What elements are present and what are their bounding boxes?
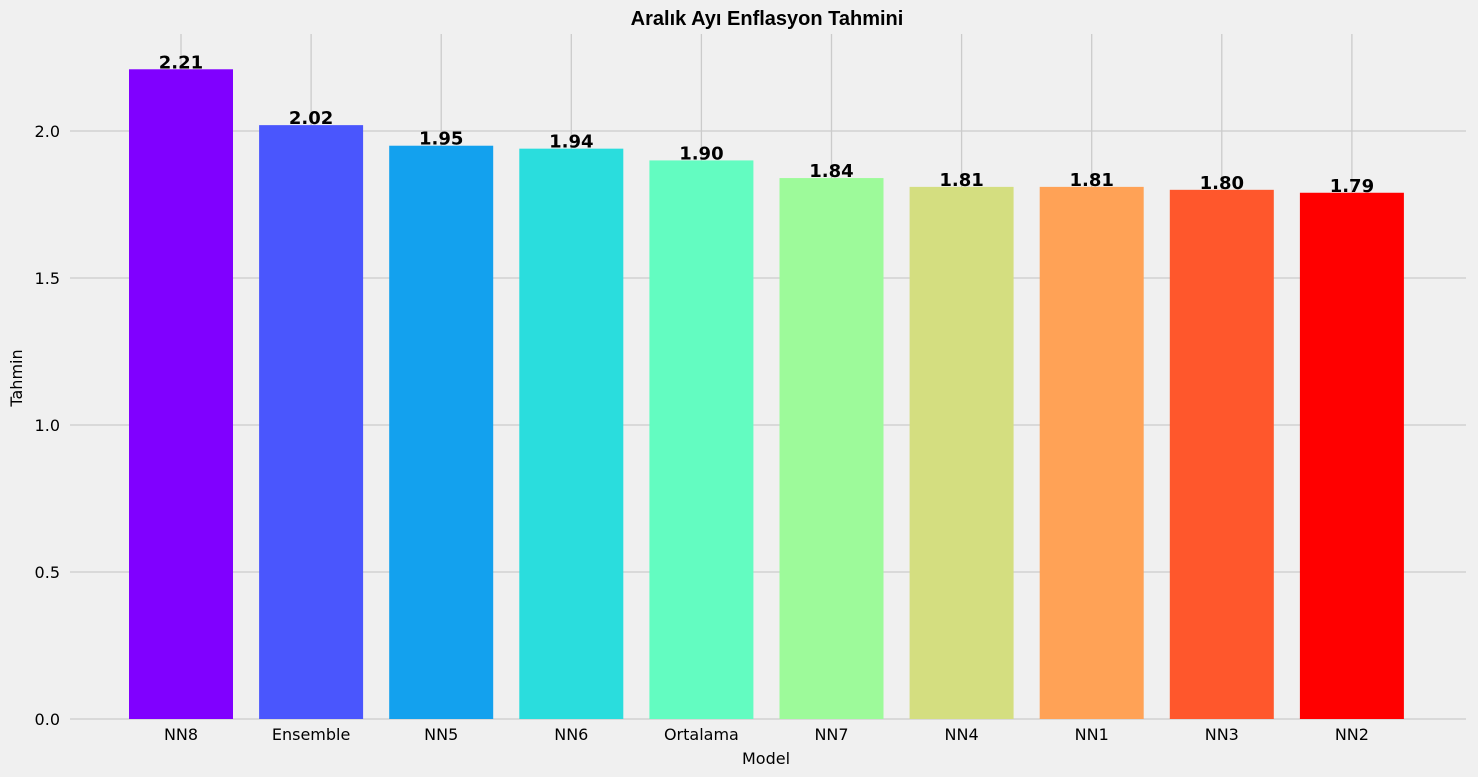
bar	[649, 160, 754, 719]
data-label-layer: 2.21 2.02 1.95 1.94 1.90 1.84 1.81 1.81 1.80 1.79	[159, 52, 1374, 196]
x-tick-label: NN8	[164, 725, 198, 744]
bar	[909, 186, 1014, 719]
bar	[519, 148, 624, 720]
y-tick-label: 1.5	[35, 269, 60, 288]
chart-title: Aralık Ayı Enflasyon Tahmini	[631, 8, 904, 30]
x-axis-label: Model	[742, 749, 790, 768]
bar	[1169, 189, 1274, 720]
bar	[129, 69, 233, 719]
data-label: 1.80	[1200, 173, 1244, 194]
x-tick-label: Ensemble	[272, 725, 350, 744]
bar	[1299, 192, 1404, 719]
data-label: 1.81	[1069, 170, 1113, 191]
x-tick-label: NN1	[1075, 725, 1109, 744]
y-tick-label: 2.0	[35, 122, 60, 141]
data-label: 1.90	[679, 143, 723, 164]
y-tick-label: 0.5	[35, 563, 60, 582]
bar	[389, 145, 494, 719]
y-axis-label: Tahmin	[7, 349, 26, 407]
data-label: 1.79	[1330, 176, 1374, 197]
x-tick-label: NN3	[1205, 725, 1239, 744]
x-tick-label: NN5	[424, 725, 458, 744]
data-label: 1.84	[809, 161, 853, 182]
bar-layer	[129, 69, 1404, 720]
data-label: 2.02	[289, 108, 333, 129]
bar	[779, 178, 884, 720]
data-label: 1.94	[549, 132, 593, 153]
y-tick-label: 0.0	[35, 710, 60, 729]
y-tick-label: 1.0	[35, 416, 60, 435]
data-label: 1.95	[419, 129, 463, 150]
data-label: 1.81	[939, 170, 983, 191]
axis-layer: 0.0 0.5 1.0 1.5 2.0 NN8 Ensemble NN5 NN6 Ortalama…	[35, 122, 1369, 744]
x-tick-label: NN4	[945, 725, 979, 744]
x-tick-label: NN2	[1335, 725, 1369, 744]
data-label: 2.21	[159, 52, 203, 73]
bar	[1039, 186, 1144, 719]
x-tick-label: NN7	[814, 725, 848, 744]
x-tick-label: Ortalama	[664, 725, 739, 744]
x-tick-label: NN6	[554, 725, 588, 744]
bar	[259, 125, 364, 720]
